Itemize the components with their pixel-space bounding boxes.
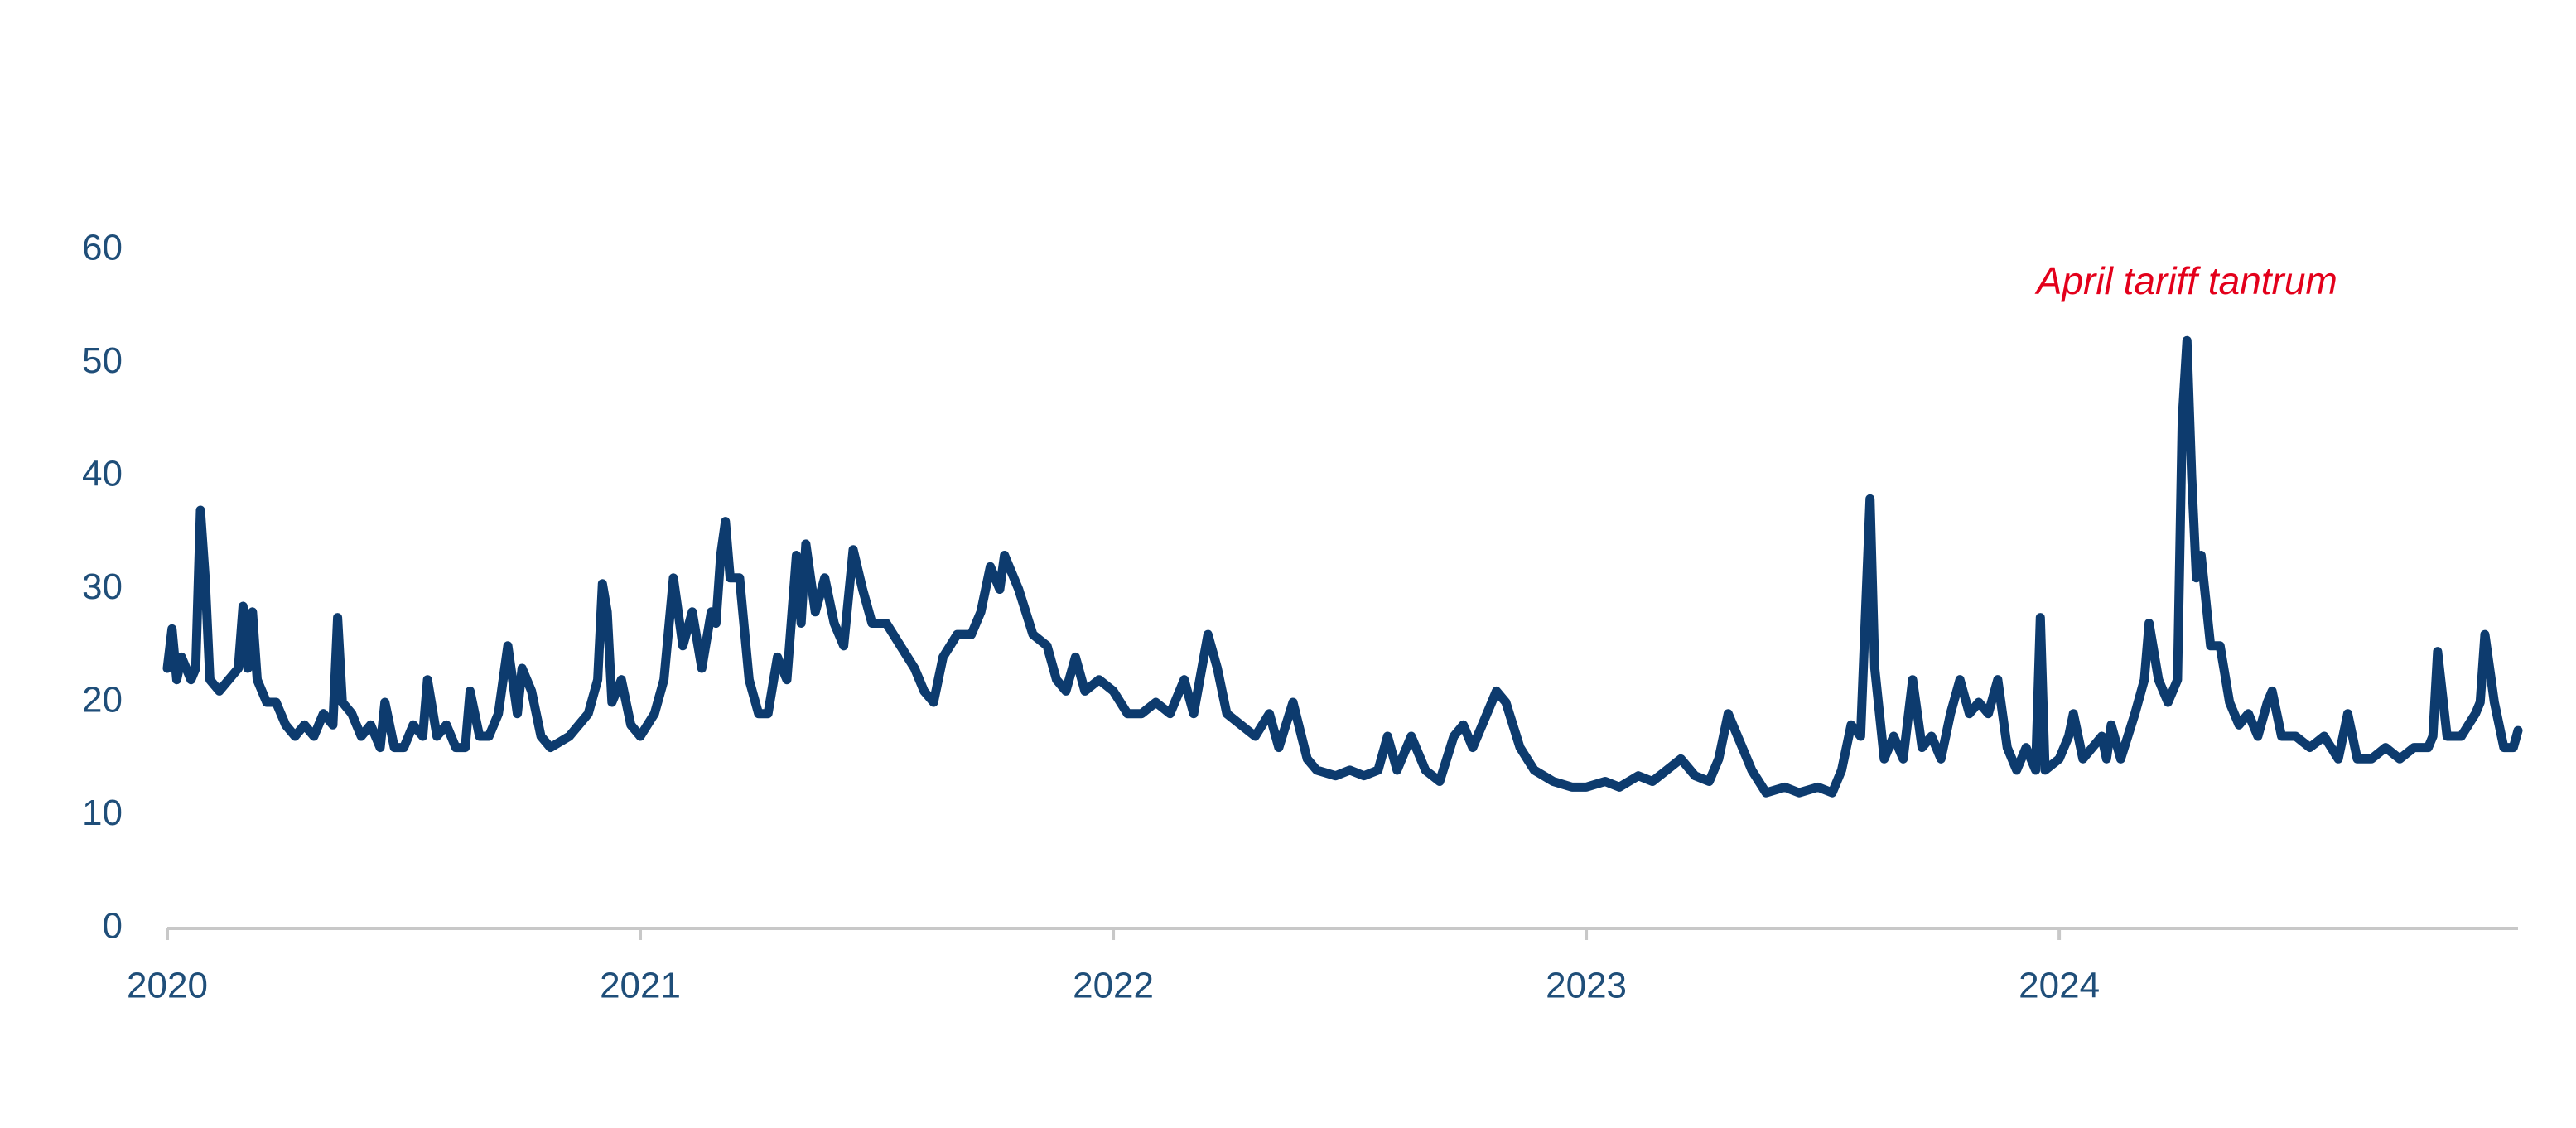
y-tick-label: 60 [82, 228, 123, 268]
x-tick-label: 2024 [2019, 966, 2100, 1006]
y-tick-label: 20 [82, 680, 123, 721]
y-tick-label: 40 [82, 454, 123, 494]
y-tick-label: 0 [103, 906, 123, 947]
x-tick-label: 2021 [600, 966, 681, 1006]
y-tick-label: 10 [82, 793, 123, 833]
annotation: April tariff tantrum [2034, 259, 2337, 302]
x-tick-label: 2020 [127, 966, 208, 1006]
x-tick-label: 2023 [1546, 966, 1627, 1006]
line [162, 335, 2523, 798]
y-tick-label: 30 [82, 566, 123, 607]
y-tick-label: 50 [82, 340, 123, 381]
x-tick-label: 2022 [1073, 966, 1154, 1006]
